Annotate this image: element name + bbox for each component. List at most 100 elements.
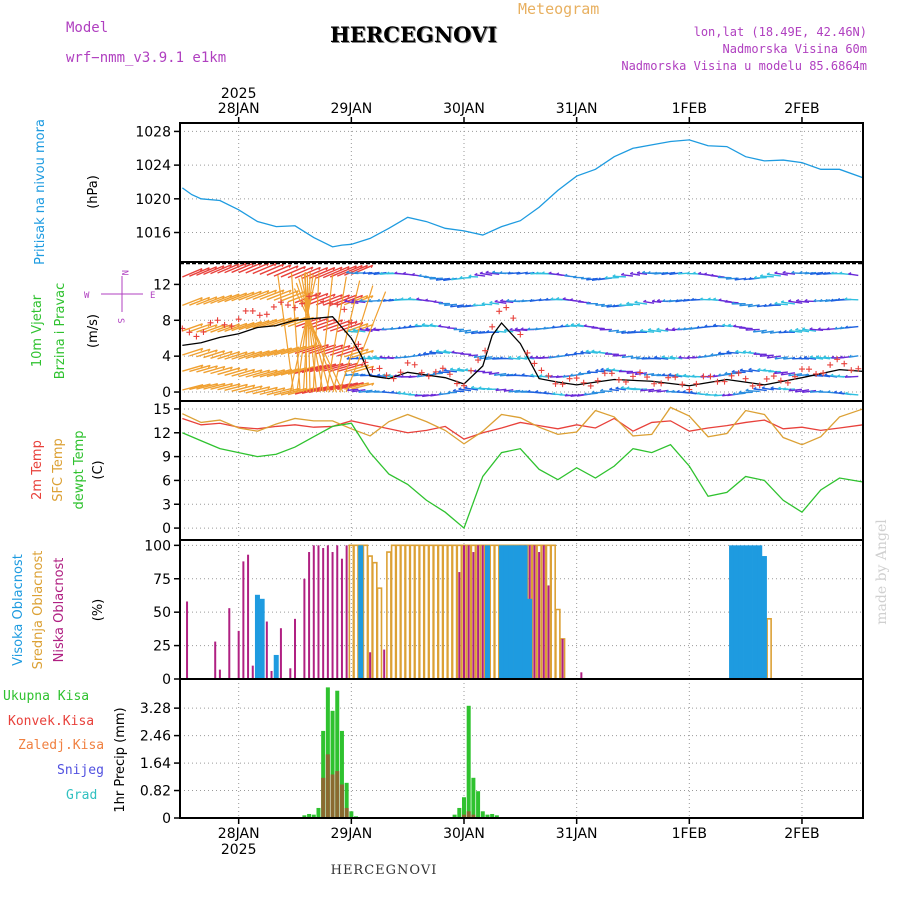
precip-bar-0: [461, 797, 466, 818]
wind-arrow-head: [612, 274, 616, 277]
wind-arrow: [189, 296, 210, 306]
wind-arrow: [224, 351, 248, 360]
wind-arrow-head: [222, 366, 226, 370]
wind-arrow-head: [612, 353, 616, 357]
altitude-label: Nadmorska Visina 60m: [722, 42, 868, 56]
wind-arrow: [459, 276, 472, 279]
wind-arrow-head: [542, 326, 546, 330]
wind-arrow-head: [499, 270, 503, 274]
wind-arrow: [417, 353, 429, 356]
wind-arrow-head: [479, 356, 483, 360]
precip-unit: 1hr Precip (mm): [113, 707, 128, 812]
wind-arrow-head: [618, 369, 622, 373]
wind-arrow-head: [727, 393, 731, 397]
wind-arrow-head: [739, 368, 743, 371]
wind-gust-mark: [348, 319, 355, 326]
wind-arrow-head: [801, 327, 806, 330]
wind-arrow: [336, 264, 363, 277]
wind-arrow-head: [682, 298, 686, 302]
wind-arrow-head: [748, 276, 752, 280]
wind-gust-mark: [369, 366, 376, 373]
wind-arrow-head: [473, 369, 477, 372]
wind-gust-mark: [249, 307, 256, 314]
wind-arrow: [652, 300, 662, 304]
wind-arrow-head: [288, 264, 292, 268]
wind-arrow: [224, 368, 248, 376]
temperature-ytick-label: 12: [153, 426, 171, 442]
pressure-ytick-label: 1024: [135, 158, 171, 174]
temperature-ytick-label: 6: [162, 473, 171, 489]
wind-arrow-head: [733, 324, 737, 327]
wind-arrow-head: [479, 271, 483, 274]
precip-bar-0: [335, 690, 340, 818]
wind-arrow-head: [615, 386, 619, 389]
wind-gust-mark: [841, 360, 848, 367]
wind-gust-mark: [848, 367, 855, 374]
wind-arrow-head: [556, 354, 560, 358]
wind-arrow-head: [611, 368, 616, 371]
wind-arrow-head: [318, 292, 322, 296]
wind-arrow: [633, 388, 648, 391]
wind-arrow-head: [731, 369, 735, 373]
wind-arrow-head: [827, 390, 831, 393]
wind-arrow-head: [844, 325, 849, 329]
wind-arrow-head: [801, 389, 805, 393]
wind-arrow: [315, 362, 344, 373]
cloud-bar-mid: [550, 544, 556, 679]
wind-arrow-head: [757, 367, 761, 371]
wind-arrow-head: [326, 344, 329, 348]
wind-arrow-head: [809, 389, 813, 393]
wind-arrow-head: [394, 355, 398, 359]
wind-arrow-head: [422, 351, 427, 355]
wind-arrow: [634, 301, 648, 305]
wind-arrow-head: [407, 296, 412, 300]
wind-arrow: [802, 389, 817, 394]
wind-arrow: [189, 267, 210, 277]
precip-bar-1: [466, 811, 471, 818]
precip-label-conv: Konvek.Kisa: [8, 714, 94, 729]
wind-arrow: [780, 372, 796, 376]
wind-arrow-head: [759, 274, 763, 277]
wind-arrow-head: [435, 277, 439, 281]
wind-arrow-head: [647, 356, 651, 359]
wind-arrow-head: [282, 387, 286, 391]
cloud-bar-mid: [555, 608, 561, 679]
wind-arrow: [231, 321, 255, 332]
wind-arrow: [661, 271, 676, 276]
wind-arrow-head: [468, 353, 472, 357]
wind-gust-mark: [439, 365, 446, 372]
wind-arrow-head: [830, 298, 834, 302]
wind-arrow-head: [742, 350, 747, 353]
wind-arrow: [489, 302, 500, 305]
wind-arrow: [259, 263, 284, 275]
wind-arrow-head: [722, 323, 726, 326]
wind-gust-mark: [214, 317, 221, 324]
precip-bar-0: [321, 730, 326, 818]
wind-arrow-head: [817, 327, 821, 330]
wind-arrow: [273, 346, 300, 356]
wind-arrow-head: [727, 323, 732, 326]
wind-arrow-head: [844, 391, 848, 395]
wind-arrow-head: [274, 387, 278, 391]
wind-arrow-head: [626, 301, 630, 305]
wind-arrow-head: [609, 387, 613, 390]
wind-arrow-head: [647, 270, 651, 274]
wind-arrow-head: [796, 373, 800, 377]
wind-arrow-head: [773, 370, 778, 374]
wind-gust-mark: [270, 303, 277, 310]
wind-gust-mark: [693, 380, 700, 387]
cloud-bar-high: [733, 545, 739, 679]
wind-arrow-head: [766, 355, 770, 359]
precip-bar-0: [349, 811, 354, 818]
wind-arrow-head: [513, 373, 517, 376]
cloud-bar-low: [326, 545, 329, 679]
wind-arrow-head: [621, 330, 625, 334]
wind-arrow-head: [768, 303, 772, 306]
precipitation-ytick-label: 0: [162, 811, 171, 827]
wind-arrow-head: [458, 329, 462, 333]
wind-arrow-head: [653, 271, 657, 275]
precip-label-snow: Snijeg: [57, 763, 104, 778]
wind-arrow-head: [373, 271, 377, 275]
wind-arrow: [517, 356, 528, 360]
top-day-label: 28JAN: [218, 101, 260, 117]
